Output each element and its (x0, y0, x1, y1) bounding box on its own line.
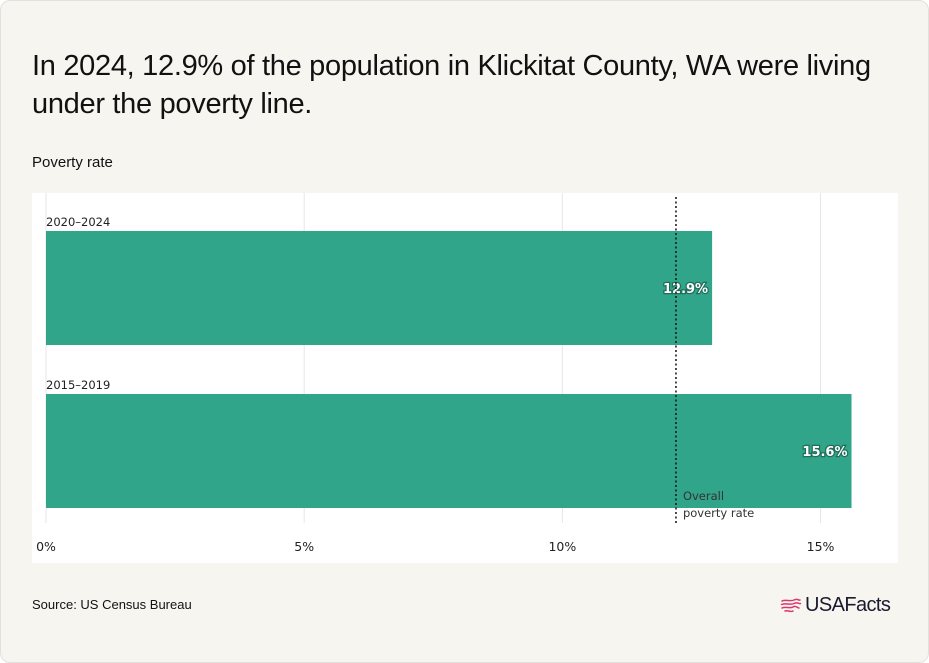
reference-line-label: poverty rate (683, 506, 754, 520)
x-tick-label: 5% (294, 539, 314, 554)
bar-chart: 0% 5% 10% 15% 2020–2024 12.9% 2015–2019 15.6% Ov… (36, 193, 852, 554)
bar (46, 394, 852, 508)
value-label: 12.9% (663, 282, 708, 297)
brand-name: USAFacts (805, 594, 891, 616)
chart-title: In 2024, 12.9% of the population in Klic… (32, 50, 871, 120)
x-tick-label: 10% (548, 539, 576, 554)
x-tick-label: 15% (807, 539, 835, 554)
category-label: 2020–2024 (46, 215, 110, 229)
bar (46, 231, 713, 345)
x-tick-label: 0% (36, 539, 56, 554)
source-note: Source: US Census Bureau (32, 597, 192, 612)
value-label: 15.6% (802, 445, 847, 460)
reference-line-label: Overall (683, 489, 724, 503)
chart-subtitle: Poverty rate (32, 154, 113, 171)
us-flag-map-icon (780, 598, 802, 612)
category-label: 2015–2019 (46, 378, 110, 392)
plot-area: 0% 5% 10% 15% 2020–2024 12.9% 2015–2019 15.6% Ov… (32, 193, 898, 563)
brand-logo: USAFacts (780, 594, 891, 617)
